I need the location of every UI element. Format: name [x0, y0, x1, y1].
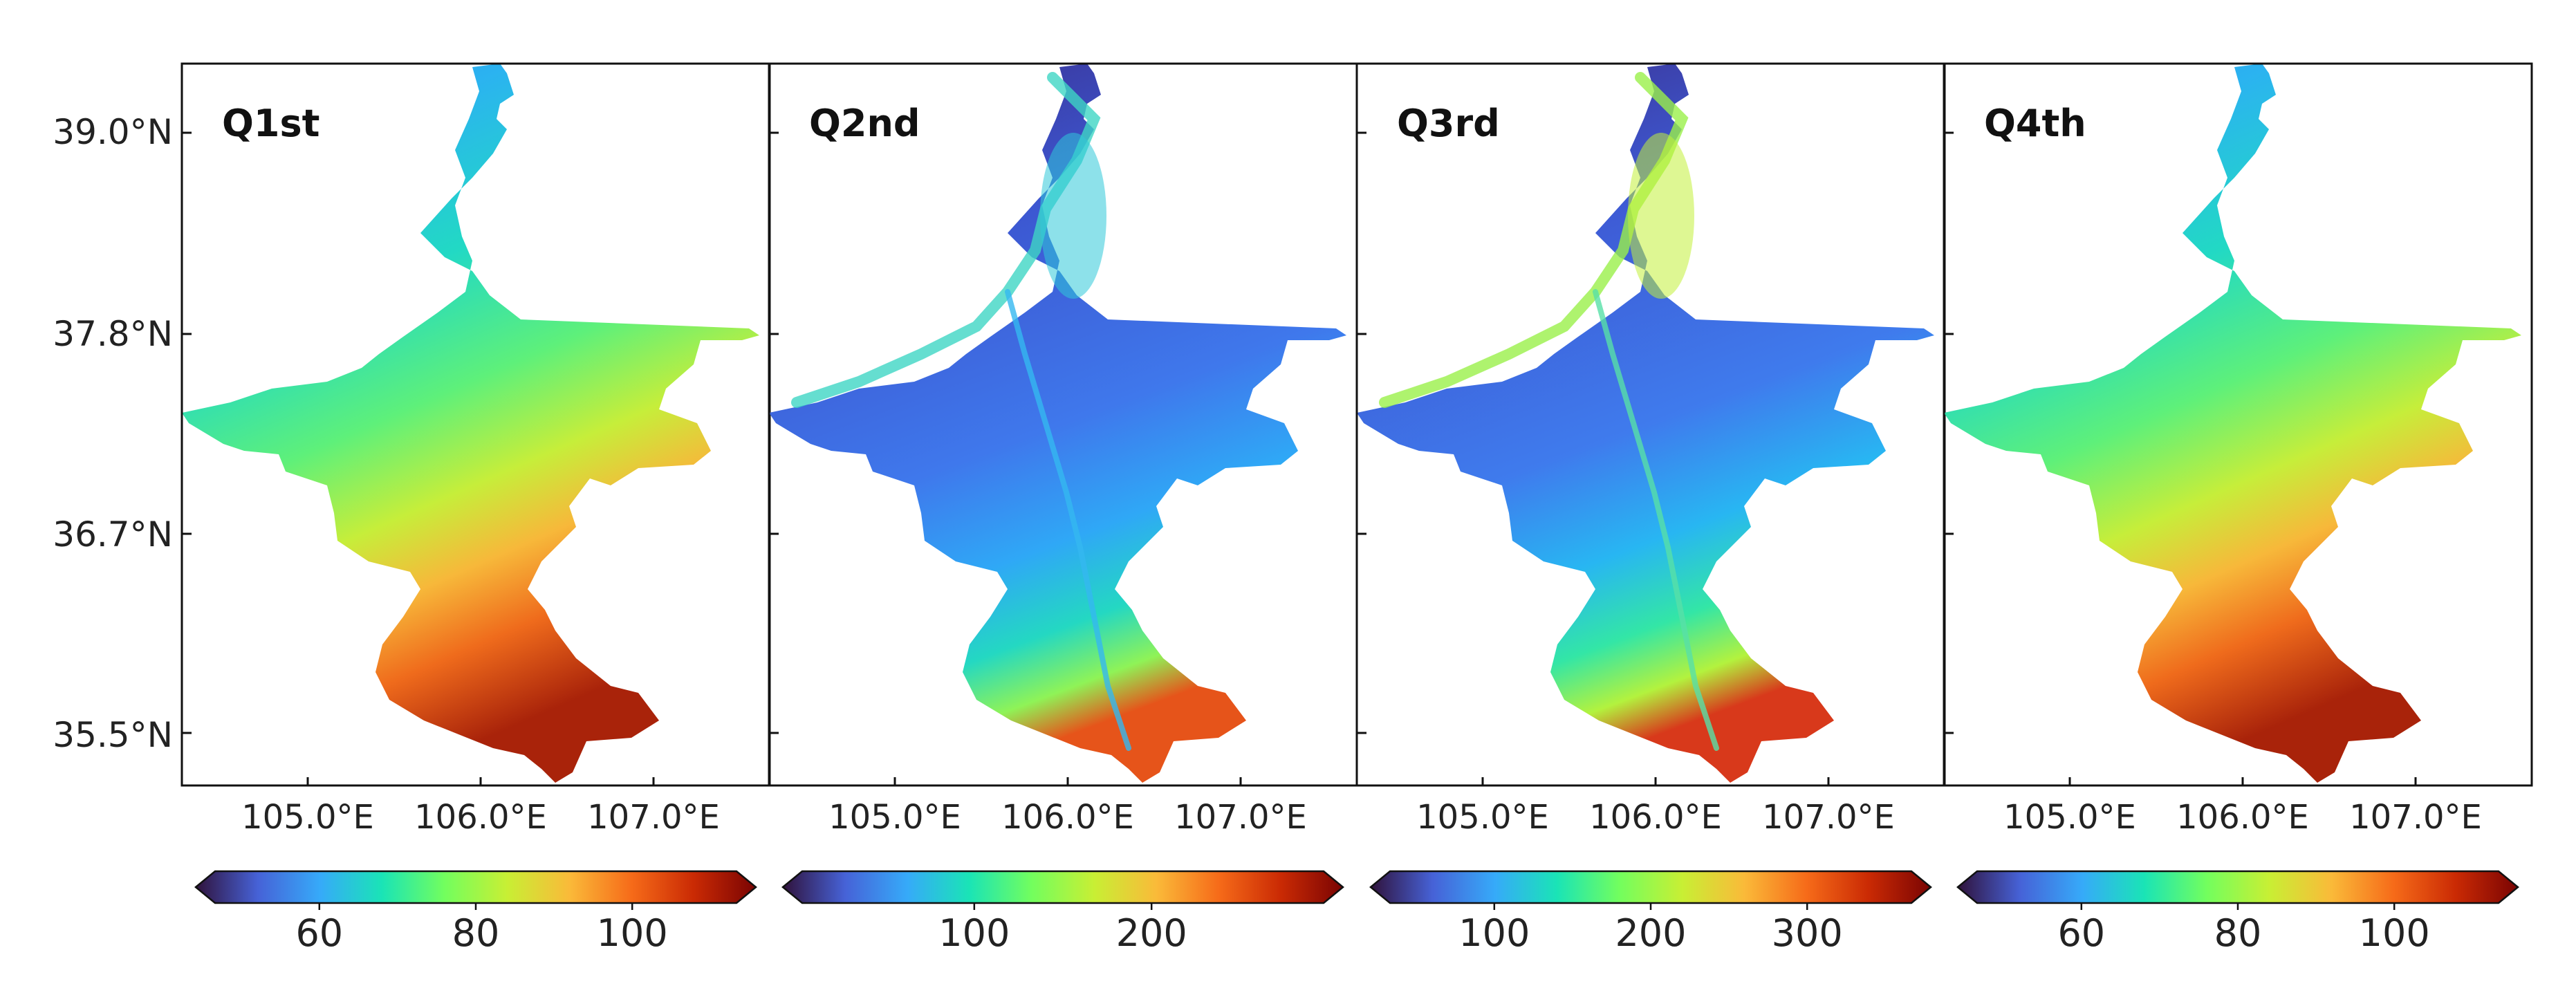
- colorbar-tick-label: 60: [2057, 911, 2105, 955]
- irrigated-area: [1040, 133, 1106, 299]
- lat-label: 35.5°N: [53, 715, 173, 755]
- lat-label: 37.8°N: [53, 314, 173, 354]
- lon-label: 107.0°E: [2349, 798, 2482, 837]
- map-panel-q4: Q4th 105.0°E 106.0°E 107.0°E 60 80 100: [1943, 62, 2533, 955]
- colorbar-tick-label: 200: [1116, 911, 1187, 955]
- map-panel-q1: Q1st 105.0°E 106.0°E 107.0°E 60 80 100: [180, 62, 771, 955]
- colorbar-tick-label: 100: [597, 911, 668, 955]
- colorbar: [781, 870, 1344, 904]
- lon-label: 106.0°E: [1001, 798, 1134, 837]
- colorbar-tick-label: 60: [295, 911, 343, 955]
- colorbar-tick-label: 80: [452, 911, 500, 955]
- lat-label: 39.0°N: [53, 112, 173, 152]
- colorbar-tick-label: 300: [1772, 911, 1843, 955]
- river-highlight: [1005, 289, 1131, 751]
- lon-label: 105.0°E: [2003, 798, 2136, 837]
- lon-label: 107.0°E: [1762, 798, 1895, 837]
- colorbar: [194, 870, 757, 904]
- colorbar-tick-label: 100: [1458, 911, 1530, 955]
- panel-title: Q3rd: [1397, 102, 1500, 145]
- panel-frame: [1943, 62, 2533, 787]
- colorbar-tick-label: 100: [2359, 911, 2430, 955]
- lat-label: 36.7°N: [53, 514, 173, 555]
- lon-label: 106.0°E: [1589, 798, 1722, 837]
- lon-label: 105.0°E: [828, 798, 961, 837]
- region-map: [1357, 64, 1934, 783]
- colorbar-tick-label: 80: [2214, 911, 2262, 955]
- panel-title: Q4th: [1984, 102, 2086, 145]
- colorbar: [1956, 870, 2519, 904]
- panel-title: Q2nd: [809, 102, 920, 145]
- colorbar: [1369, 870, 1932, 904]
- lon-label: 106.0°E: [414, 798, 547, 837]
- panels: Q1st 105.0°E 106.0°E 107.0°E 60 80 100 Q2nd 105.…: [180, 62, 2533, 955]
- region-map: [182, 64, 759, 783]
- colorbar-tick-label: 200: [1615, 911, 1686, 955]
- irrigated-area: [1628, 133, 1694, 299]
- lon-label: 105.0°E: [1416, 798, 1549, 837]
- lon-label: 106.0°E: [2176, 798, 2309, 837]
- region-map: [1944, 64, 2521, 783]
- region-map: [769, 64, 1346, 783]
- river-highlight: [1593, 289, 1719, 751]
- panel-title: Q1st: [222, 102, 319, 145]
- lon-label: 107.0°E: [587, 798, 720, 837]
- map-panel-q2: Q2nd 105.0°E 106.0°E 107.0°E 100 200: [768, 62, 1358, 955]
- map-panel-q3: Q3rd 105.0°E 106.0°E 107.0°E 100 200 300: [1355, 62, 1946, 955]
- lon-label: 105.0°E: [241, 798, 374, 837]
- latitude-axis: 39.0°N 37.8°N 36.7°N 35.5°N: [53, 112, 173, 755]
- colorbar-tick-label: 100: [938, 911, 1010, 955]
- lon-label: 107.0°E: [1174, 798, 1307, 837]
